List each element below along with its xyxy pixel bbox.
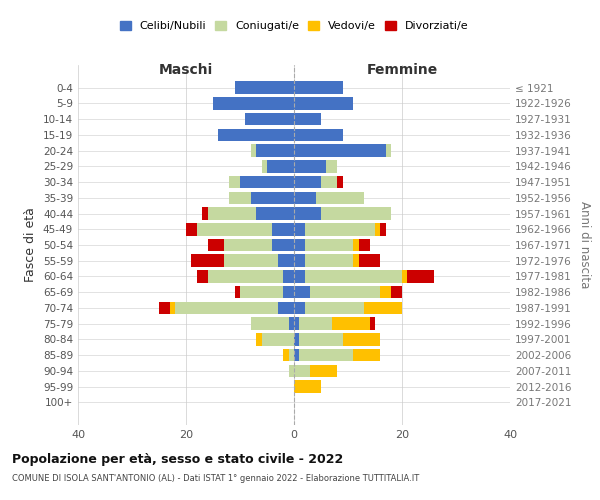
Y-axis label: Fasce di età: Fasce di età [25,208,37,282]
Bar [343,333,380,345]
Bar [294,254,305,267]
Bar [299,318,332,330]
Bar [294,349,299,362]
Bar [294,286,310,298]
Bar [294,160,326,172]
Bar [240,176,294,188]
Bar [299,349,353,362]
Bar [202,207,208,220]
Bar [299,333,343,345]
Bar [353,254,359,267]
Bar [278,302,294,314]
Bar [294,128,343,141]
Bar [294,318,299,330]
Bar [321,207,391,220]
Bar [380,223,386,235]
Bar [213,97,294,110]
Bar [278,254,294,267]
Bar [235,82,294,94]
Bar [283,270,294,283]
Bar [251,318,289,330]
Bar [310,286,380,298]
Bar [326,160,337,172]
Bar [391,286,402,298]
Bar [240,286,283,298]
Bar [256,144,294,157]
Y-axis label: Anni di nascita: Anni di nascita [578,202,591,288]
Bar [170,302,175,314]
Bar [294,238,305,252]
Bar [289,318,294,330]
Bar [251,144,256,157]
Bar [256,333,262,345]
Bar [294,302,305,314]
Bar [359,254,380,267]
Bar [294,380,321,393]
Bar [305,223,375,235]
Bar [305,270,402,283]
Bar [294,82,343,94]
Bar [407,270,434,283]
Bar [332,318,370,330]
Bar [294,270,305,283]
Bar [294,223,305,235]
Bar [305,254,353,267]
Bar [321,176,337,188]
Bar [294,207,321,220]
Bar [245,113,294,126]
Bar [235,286,240,298]
Bar [294,364,310,377]
Bar [364,302,402,314]
Bar [262,333,294,345]
Bar [256,207,294,220]
Bar [186,223,197,235]
Bar [294,113,321,126]
Bar [218,128,294,141]
Bar [316,192,364,204]
Bar [224,254,278,267]
Bar [191,254,224,267]
Bar [208,270,283,283]
Bar [283,286,294,298]
Bar [305,302,364,314]
Bar [208,238,224,252]
Bar [283,349,289,362]
Bar [305,238,353,252]
Bar [272,238,294,252]
Legend: Celibi/Nubili, Coniugati/e, Vedovi/e, Divorziati/e: Celibi/Nubili, Coniugati/e, Vedovi/e, Di… [115,16,473,36]
Bar [294,192,316,204]
Bar [294,176,321,188]
Text: Femmine: Femmine [367,62,437,76]
Bar [289,364,294,377]
Text: Popolazione per età, sesso e stato civile - 2022: Popolazione per età, sesso e stato civil… [12,452,343,466]
Bar [294,333,299,345]
Bar [262,160,267,172]
Text: COMUNE DI ISOLA SANT'ANTONIO (AL) - Dati ISTAT 1° gennaio 2022 - Elaborazione TU: COMUNE DI ISOLA SANT'ANTONIO (AL) - Dati… [12,474,419,483]
Bar [294,97,353,110]
Bar [380,286,391,298]
Bar [353,349,380,362]
Bar [175,302,278,314]
Bar [197,223,272,235]
Bar [294,144,386,157]
Bar [370,318,375,330]
Bar [229,192,251,204]
Bar [289,349,294,362]
Bar [208,207,256,220]
Bar [251,192,294,204]
Bar [402,270,407,283]
Text: Maschi: Maschi [159,62,213,76]
Bar [197,270,208,283]
Bar [159,302,170,314]
Bar [353,238,359,252]
Bar [229,176,240,188]
Bar [386,144,391,157]
Bar [375,223,380,235]
Bar [359,238,370,252]
Bar [337,176,343,188]
Bar [224,238,272,252]
Bar [272,223,294,235]
Bar [267,160,294,172]
Bar [310,364,337,377]
